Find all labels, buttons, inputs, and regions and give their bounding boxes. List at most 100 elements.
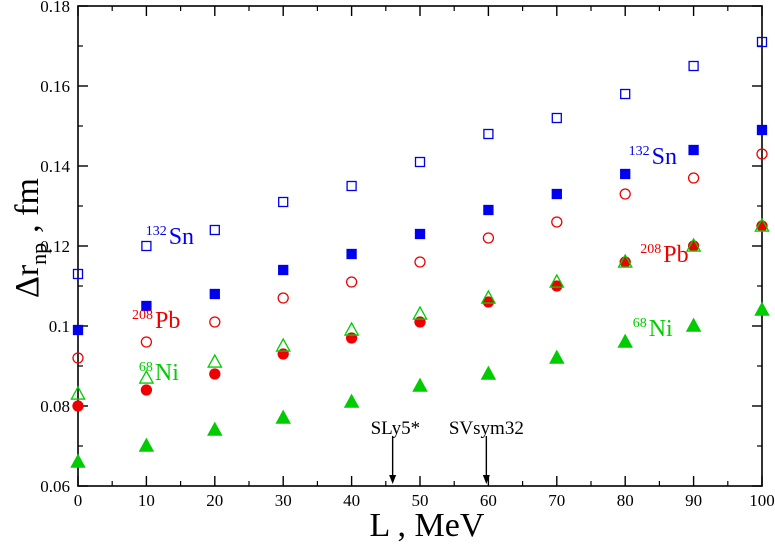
point-ni-filled-triangle xyxy=(70,453,86,468)
annotation-svsym32: SVsym32 xyxy=(449,418,524,439)
y-tick-label: 0.14 xyxy=(40,157,70,176)
series-label-element: Sn xyxy=(169,224,194,250)
point-pb-filled-circle xyxy=(482,296,495,308)
point-sn-open-square xyxy=(688,60,699,72)
point-ni-open-triangle xyxy=(343,321,360,336)
series-label-mass: 68 xyxy=(633,316,647,331)
point-pb-filled-circle xyxy=(209,368,221,380)
point-sn-open-square xyxy=(209,224,220,236)
annotation-sly5: SLy5* xyxy=(371,418,421,439)
x-tick-label: 60 xyxy=(480,491,497,510)
point-sn-filled-square xyxy=(483,204,494,216)
point-sn-filled-square xyxy=(141,300,152,312)
point-sn-filled-square xyxy=(72,324,84,336)
point-sn-open-square xyxy=(72,268,84,280)
point-ni-open-triangle xyxy=(617,253,633,268)
point-sn-open-square xyxy=(346,180,357,192)
point-ni-open-triangle xyxy=(754,217,770,232)
point-sn-filled-square xyxy=(414,228,426,240)
y-tick-label: 0.06 xyxy=(40,477,70,496)
point-sn-filled-square xyxy=(688,144,699,156)
point-pb-open-circle xyxy=(140,336,153,348)
series-label-element: Pb xyxy=(663,242,688,268)
point-sn-filled-square xyxy=(346,248,357,260)
series-label-mass: 208 xyxy=(640,242,661,257)
point-pb-open-circle xyxy=(551,216,563,228)
x-tick-label: 50 xyxy=(412,491,429,510)
point-sn-filled-square xyxy=(756,124,768,136)
point-sn-open-square xyxy=(756,36,768,48)
point-sn-open-square xyxy=(620,88,631,100)
point-ni-open-triangle xyxy=(138,369,155,384)
series-label-element: Ni xyxy=(155,360,179,386)
point-pb-open-circle xyxy=(72,352,84,364)
x-tick-label: 10 xyxy=(138,491,155,510)
x-tick-label: 30 xyxy=(275,491,292,510)
point-ni-open-triangle xyxy=(275,337,291,352)
series-label-pb-left: 208Pb xyxy=(132,308,180,334)
x-tick-label: 40 xyxy=(343,491,360,510)
point-ni-filled-triangle xyxy=(207,421,223,436)
annotations: SLy5* SVsym32 xyxy=(371,418,524,484)
x-tick-label: 0 xyxy=(74,491,83,510)
series-label-ni-right: 68Ni xyxy=(633,316,673,342)
x-tick-label: 100 xyxy=(749,491,775,510)
point-ni-open-triangle xyxy=(412,305,428,320)
axis-tick-labels: 0 10 20 30 40 50 60 70 80 90 100 0.06 0.08 0.1 0.12 0.1… xyxy=(40,0,775,510)
point-ni-open-triangle xyxy=(685,237,702,252)
point-pb-filled-circle xyxy=(72,400,84,412)
point-ni-open-triangle xyxy=(70,385,86,400)
y-tick-label: 0.18 xyxy=(40,0,70,16)
point-ni-filled-triangle xyxy=(754,301,770,316)
point-sn-open-square xyxy=(551,112,562,124)
point-ni-filled-triangle xyxy=(480,365,497,380)
point-ni-filled-triangle xyxy=(685,317,702,332)
point-pb-open-circle xyxy=(277,292,289,304)
point-sn-open-square xyxy=(278,196,289,208)
x-axis-title: L , MeV xyxy=(370,507,485,544)
y-axis-title-delta: Δr xyxy=(9,264,46,298)
svg-text:Δrnp, fm: Δrnp , fm xyxy=(9,178,51,298)
x-tick-label: 80 xyxy=(617,491,634,510)
point-ni-filled-triangle xyxy=(549,349,565,364)
series-label-sn-left: 132Sn xyxy=(146,224,194,250)
point-sn-filled-square xyxy=(620,168,631,180)
point-pb-open-circle xyxy=(414,256,426,268)
point-pb-filled-circle xyxy=(140,384,153,396)
x-tick-label: 90 xyxy=(685,491,702,510)
point-ni-filled-triangle xyxy=(138,437,155,452)
point-pb-open-circle xyxy=(687,172,700,184)
y-tick-label: 0.1 xyxy=(49,317,70,336)
point-ni-open-triangle xyxy=(480,289,497,304)
point-sn-filled-square xyxy=(209,288,220,300)
series-label-element: Pb xyxy=(155,308,180,334)
series-label-mass: 132 xyxy=(629,144,650,159)
series-label-mass: 132 xyxy=(146,224,167,239)
series-label-element: Sn xyxy=(652,144,677,170)
series-label-sn-right: 132Sn xyxy=(629,144,677,170)
series-label-element: Ni xyxy=(649,316,673,342)
point-pb-open-circle xyxy=(619,188,631,200)
point-ni-filled-triangle xyxy=(343,393,360,408)
point-pb-open-circle xyxy=(482,232,495,244)
annotation-arrowhead-svsym32 xyxy=(482,475,490,484)
series-label-mass: 208 xyxy=(132,308,153,323)
x-tick-label: 20 xyxy=(206,491,223,510)
point-sn-open-square xyxy=(141,240,152,252)
point-sn-filled-square xyxy=(278,264,289,276)
y-tick-label: 0.16 xyxy=(40,77,70,96)
point-ni-filled-triangle xyxy=(617,333,633,348)
y-axis-title-unit: , fm xyxy=(9,178,46,233)
annotation-arrowhead-sly5 xyxy=(389,475,397,484)
point-ni-filled-triangle xyxy=(275,409,291,424)
y-axis-title: Δrnp , fm xyxy=(9,178,51,298)
x-tick-label: 70 xyxy=(548,491,565,510)
point-ni-open-triangle xyxy=(549,273,565,288)
y-tick-label: 0.08 xyxy=(40,397,70,416)
point-pb-open-circle xyxy=(345,276,358,288)
data-points xyxy=(70,36,770,468)
point-pb-filled-circle xyxy=(551,280,563,292)
point-ni-open-triangle xyxy=(207,353,223,368)
point-ni-filled-triangle xyxy=(412,377,428,392)
